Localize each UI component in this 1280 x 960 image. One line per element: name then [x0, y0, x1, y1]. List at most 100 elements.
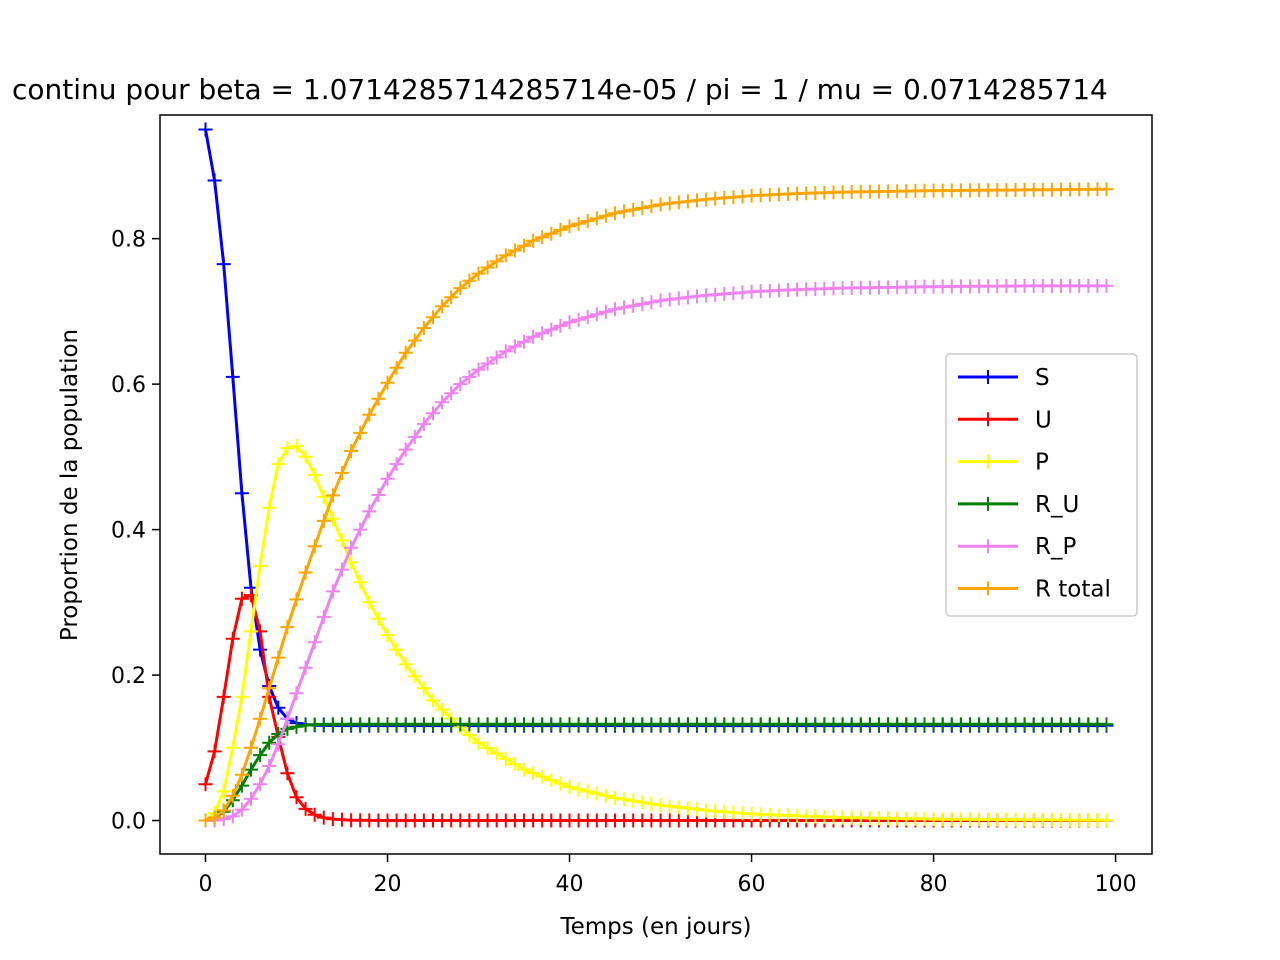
data-point-marker — [289, 719, 304, 734]
data-point-marker — [635, 297, 650, 311]
data-point-marker — [416, 321, 431, 336]
x-tick-label: 100 — [1095, 872, 1137, 897]
data-point-marker — [535, 769, 550, 784]
data-point-marker — [507, 757, 522, 772]
data-point-marker — [608, 206, 622, 221]
data-point-marker — [298, 565, 313, 580]
legend-label: U — [1035, 407, 1052, 433]
legend-marker — [981, 454, 995, 469]
data-point-marker — [553, 318, 568, 333]
data-point-marker — [225, 809, 240, 824]
data-point-marker — [517, 334, 531, 349]
legend-label: R_U — [1035, 492, 1079, 518]
data-point-marker — [371, 611, 386, 626]
data-point-marker — [690, 802, 704, 817]
data-point-marker — [398, 345, 413, 360]
data-point-marker — [362, 407, 377, 422]
data-point-marker — [562, 780, 577, 795]
data-point-marker — [416, 681, 431, 696]
data-point-marker — [471, 735, 486, 750]
data-point-marker — [244, 624, 258, 639]
x-tick-label: 80 — [920, 872, 948, 897]
data-point-marker — [635, 201, 650, 215]
data-point-marker — [453, 281, 468, 296]
data-point-marker — [526, 766, 541, 781]
data-point-marker — [207, 744, 222, 759]
legend-label: P — [1035, 450, 1049, 476]
x-tick-label: 60 — [738, 872, 766, 897]
data-point-marker — [198, 777, 213, 792]
data-point-marker — [480, 260, 495, 275]
data-point-marker — [1099, 717, 1114, 732]
data-point-marker — [526, 329, 541, 344]
data-point-marker — [325, 488, 340, 503]
data-point-marker — [1099, 813, 1114, 828]
data-point-marker — [589, 211, 604, 226]
data-point-marker — [471, 362, 486, 377]
data-point-marker — [380, 375, 395, 390]
data-point-marker — [307, 468, 322, 482]
data-point-marker — [225, 788, 240, 803]
data-point-marker — [562, 219, 577, 234]
data-point-marker — [535, 230, 550, 245]
data-point-marker — [544, 226, 559, 241]
data-point-marker — [380, 628, 395, 643]
legend-marker — [981, 581, 995, 596]
data-point-marker — [435, 395, 450, 410]
data-point-marker — [262, 759, 277, 773]
y-tick-label: 0.4 — [111, 519, 146, 544]
data-point-marker — [353, 575, 368, 590]
data-point-marker — [426, 310, 440, 325]
data-point-marker — [644, 796, 659, 811]
data-point-marker — [216, 784, 231, 799]
data-point-marker — [580, 214, 595, 228]
data-point-marker — [353, 425, 368, 440]
legend-item: P — [958, 450, 1049, 476]
data-point-marker — [598, 208, 613, 223]
data-point-marker — [262, 681, 277, 696]
data-point-marker — [253, 642, 268, 657]
data-point-marker — [644, 199, 659, 214]
data-point-marker — [435, 702, 450, 717]
data-point-marker — [225, 740, 240, 755]
plot-area — [198, 122, 1114, 828]
series-r_u — [198, 717, 1114, 828]
y-axis: 0.0 0.2 0.4 0.6 0.8 — [111, 228, 160, 835]
series-p — [198, 438, 1114, 828]
data-point-marker — [362, 595, 377, 610]
series-r-total — [198, 182, 1114, 828]
legend-marker — [981, 496, 995, 511]
data-point-marker — [571, 216, 586, 231]
data-point-marker — [435, 299, 450, 314]
y-tick-label: 0.2 — [111, 664, 146, 689]
data-point-marker — [289, 592, 304, 607]
data-point-marker — [580, 310, 595, 325]
data-point-marker — [535, 326, 550, 341]
data-point-marker — [598, 788, 613, 803]
data-point-marker — [626, 793, 641, 808]
data-point-marker — [253, 777, 268, 792]
data-point-marker — [444, 386, 459, 401]
data-point-marker — [598, 304, 613, 319]
data-point-marker — [608, 791, 622, 805]
data-point-marker — [571, 312, 586, 327]
data-point-marker — [216, 257, 231, 272]
data-point-marker — [271, 650, 286, 665]
data-point-marker — [553, 222, 568, 237]
legend-label: R total — [1035, 577, 1111, 603]
data-point-marker — [225, 631, 240, 646]
y-tick-label: 0.6 — [111, 373, 146, 398]
x-axis-label: Temps (en jours) — [559, 914, 751, 940]
legend-marker — [981, 412, 995, 427]
data-point-marker — [480, 741, 495, 756]
data-point-marker — [617, 300, 632, 315]
data-point-marker — [280, 766, 295, 781]
data-point-marker — [389, 360, 404, 375]
data-point-marker — [262, 500, 277, 515]
data-point-marker — [544, 773, 559, 788]
series-line — [204, 593, 1107, 822]
data-point-marker — [462, 273, 477, 288]
data-point-marker — [426, 406, 440, 421]
data-point-marker — [407, 333, 422, 348]
